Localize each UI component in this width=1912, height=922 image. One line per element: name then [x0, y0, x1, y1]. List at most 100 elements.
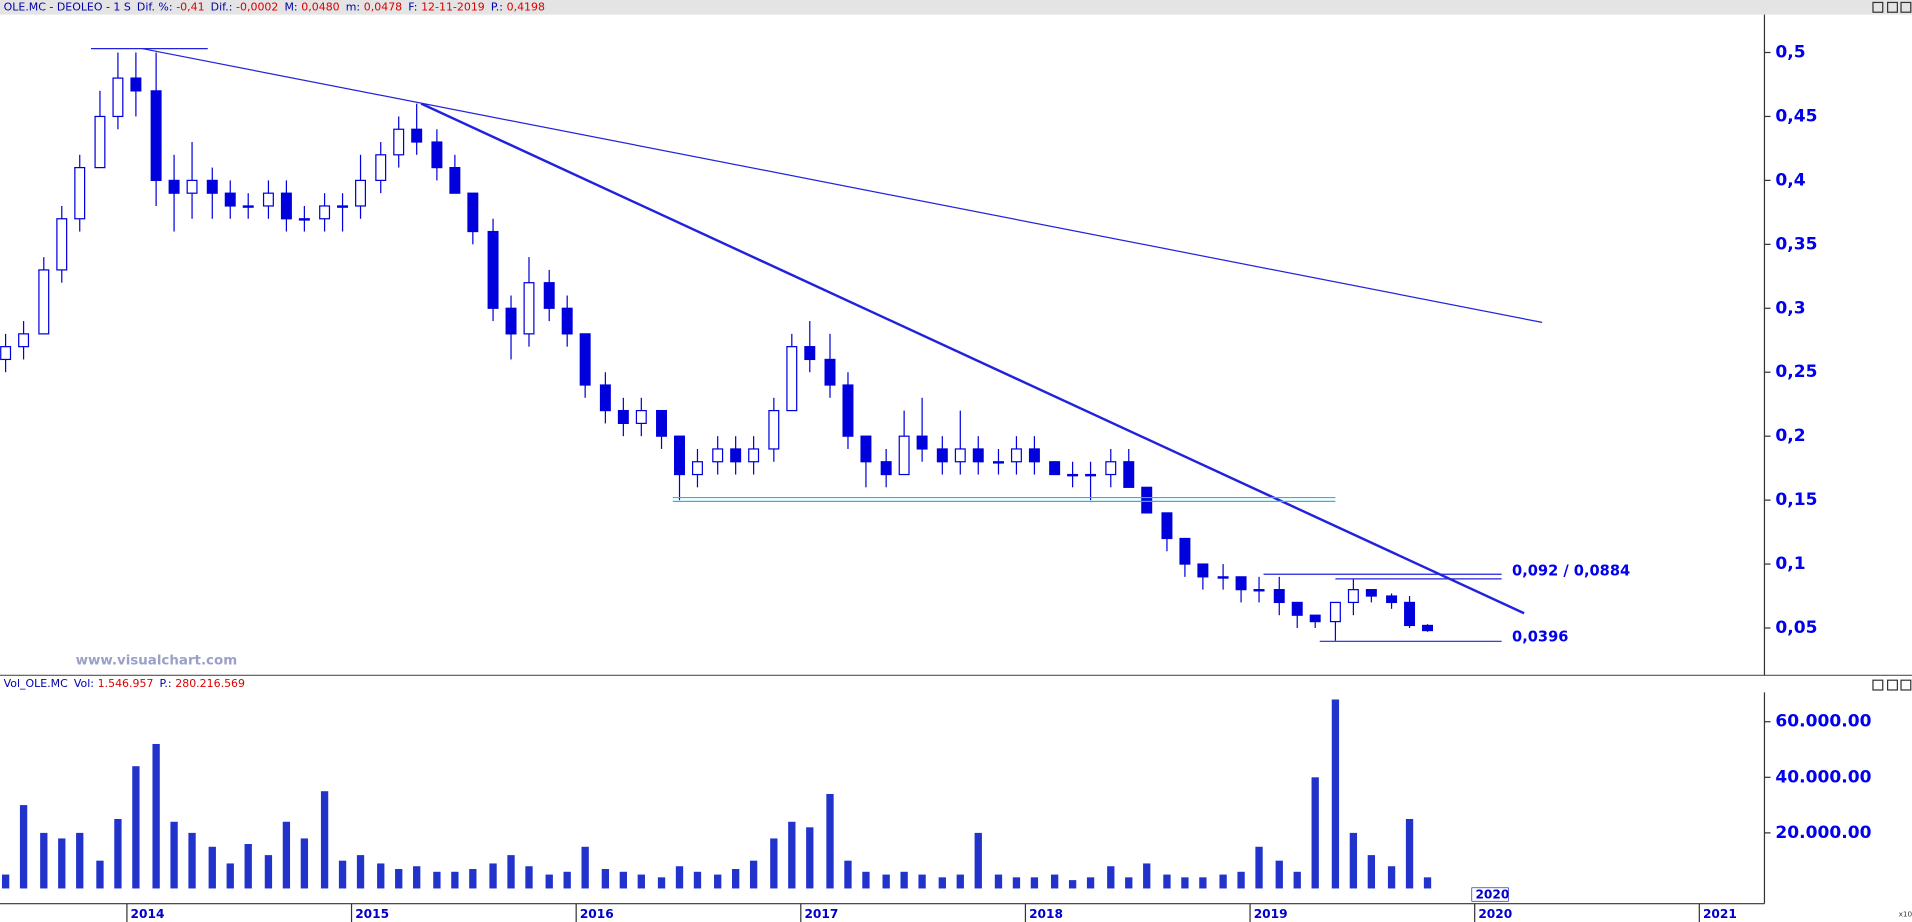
maximize-button[interactable]: [1887, 679, 1898, 691]
candle-body: [449, 166, 461, 194]
y-tick-label: 0,15: [1775, 490, 1817, 510]
y-tick-label: 0,5: [1775, 43, 1805, 63]
candle-body: [168, 179, 180, 194]
candle-body: [298, 218, 310, 221]
volume-bar: [1293, 871, 1301, 889]
volume-bar: [563, 871, 571, 889]
volume-bar: [882, 874, 890, 889]
volume-bar: [1367, 855, 1376, 889]
volume-bar: [1181, 877, 1189, 889]
y-tick-label: 0,3: [1775, 298, 1805, 318]
volume-bar: [356, 855, 365, 889]
minimize-button[interactable]: [1872, 679, 1884, 691]
volume-bar: [320, 791, 329, 889]
candle-body: [936, 448, 948, 463]
candle-body: [375, 154, 387, 182]
candle-body: [505, 307, 517, 335]
candle-body: [130, 77, 142, 92]
volume-bar: [1405, 818, 1414, 889]
volume-bar: [338, 860, 347, 889]
close-button[interactable]: [1900, 1, 1912, 13]
volume-bar: [300, 838, 309, 889]
candle-body: [206, 179, 218, 194]
panel-header: Vol_OLE.MC Vol: 1.546.957 P.: 280.216.569: [4, 677, 245, 690]
candle-body: [768, 409, 780, 450]
y-tick-label: 0,05: [1775, 618, 1817, 638]
candle-body: [1049, 461, 1061, 476]
candle-body: [94, 115, 106, 169]
volume-bar: [1125, 877, 1133, 889]
volume-bar: [956, 874, 964, 889]
volume-bar: [806, 827, 814, 889]
volume-bar: [264, 855, 273, 889]
x-tick-label: 2018: [1029, 907, 1063, 921]
volume-bar: [96, 860, 104, 889]
volume-bar: [918, 874, 926, 889]
volume-bar: [244, 843, 252, 889]
candle-body: [1105, 461, 1117, 476]
candle-body: [1329, 601, 1341, 623]
candle-body: [579, 333, 591, 386]
header-text: m:: [346, 0, 360, 13]
volume-bar: [433, 871, 441, 889]
cursor-label: 2020: [1475, 888, 1509, 902]
volume-bar: [749, 860, 758, 889]
maximize-button[interactable]: [1887, 1, 1898, 13]
candle-body: [393, 128, 405, 156]
candle-body: [1217, 576, 1229, 579]
candle-body: [1273, 589, 1285, 604]
candle-body: [656, 409, 668, 437]
header-text: 280.216.569: [175, 677, 245, 690]
volume-bar: [581, 846, 589, 889]
candle-body: [467, 192, 479, 233]
candle-body: [1253, 589, 1265, 592]
volume-bar: [1030, 877, 1039, 889]
close-button[interactable]: [1900, 679, 1912, 691]
trend-line: [142, 48, 1543, 323]
candle-body: [186, 179, 198, 194]
header-text: OLE.MC - DEOLEO - 1 S: [4, 0, 131, 13]
candle-body: [1386, 595, 1398, 604]
volume-bar: [469, 869, 477, 889]
candle-body: [1123, 461, 1135, 488]
volume-bar: [507, 855, 515, 889]
x-tick-label: 2015: [355, 907, 389, 921]
volume-bar: [58, 838, 66, 889]
candle-body: [1422, 624, 1433, 632]
candle-body: [916, 435, 928, 450]
candle-body: [319, 205, 331, 220]
header-text: 0,4198: [507, 0, 545, 13]
candle-body: [860, 435, 872, 463]
x-tick-label: 2019: [1254, 907, 1288, 921]
volume-bar: [731, 869, 740, 889]
header-text: -0,0002: [236, 0, 278, 13]
candle-body: [1028, 448, 1040, 463]
y-tick-label: 0,1: [1775, 554, 1805, 574]
y-tick-label: 0,2: [1775, 426, 1805, 446]
candle-body: [0, 346, 12, 361]
volume-bar: [862, 871, 870, 889]
volume-bar: [844, 860, 852, 889]
y-tick-label: 0,4: [1775, 170, 1805, 190]
candle-body: [880, 461, 892, 476]
candle-body: [1365, 589, 1377, 597]
header-text: F:: [408, 0, 417, 13]
y-tick-label: 0,45: [1775, 106, 1817, 126]
x-tick-label: 2021: [1703, 907, 1737, 921]
volume-bar: [788, 821, 796, 889]
volume-bar: [693, 871, 702, 889]
volume-bar: [114, 818, 122, 889]
candle-body: [674, 435, 685, 476]
volume-bar: [657, 877, 666, 889]
candle-body: [1067, 473, 1079, 477]
volume-bar: [40, 832, 48, 889]
candle-body: [1235, 576, 1247, 591]
volume-bar: [1199, 877, 1207, 889]
minimize-button[interactable]: [1872, 1, 1884, 13]
candle-body: [337, 205, 349, 208]
candle-body: [1141, 486, 1153, 514]
header-text: P.:: [160, 677, 172, 690]
candle-body: [842, 384, 854, 437]
volume-bar: [377, 863, 385, 889]
candle-body: [824, 358, 836, 386]
